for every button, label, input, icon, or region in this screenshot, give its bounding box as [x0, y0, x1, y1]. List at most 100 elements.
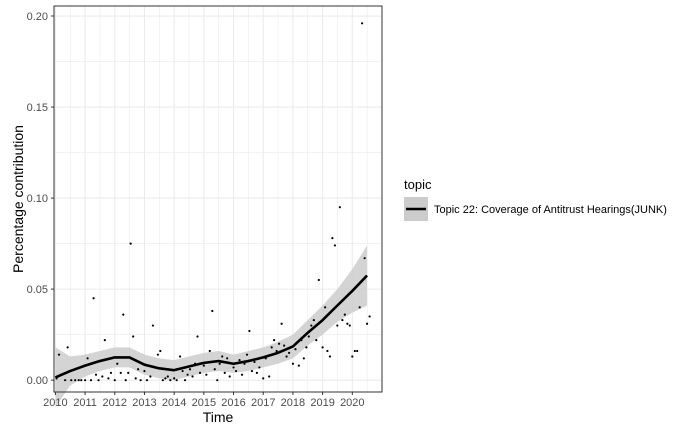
y-tick-label: 0.15	[27, 102, 48, 114]
data-point	[149, 375, 152, 378]
x-tick-label: 2019	[310, 397, 334, 409]
data-point	[331, 237, 334, 240]
data-point	[346, 322, 349, 325]
data-point	[109, 371, 113, 374]
y-axis: 0.00 0.05 0.10 0.15 0.20	[27, 11, 54, 387]
data-point	[328, 355, 332, 358]
data-point	[297, 364, 300, 367]
legend: topic Topic 22: Coverage of Antitrust He…	[404, 177, 667, 221]
data-point	[89, 379, 93, 382]
x-tick-label: 2010	[43, 397, 67, 409]
data-point	[211, 309, 214, 313]
data-point	[356, 349, 359, 353]
data-point	[139, 379, 142, 382]
data-point	[127, 371, 130, 374]
data-point	[221, 355, 224, 358]
y-axis-title: Percentage contribution	[10, 125, 26, 273]
x-tick-label: 2016	[221, 397, 245, 409]
data-point	[169, 379, 172, 382]
data-point	[119, 371, 122, 374]
data-point	[283, 344, 286, 347]
y-tick-label: 0.00	[27, 375, 48, 387]
data-point	[291, 362, 295, 365]
data-point	[92, 297, 95, 300]
data-point	[351, 355, 354, 358]
smooth-line	[54, 274, 369, 379]
data-point	[218, 362, 221, 365]
data-point	[223, 371, 226, 374]
data-point	[74, 379, 77, 382]
data-point	[232, 366, 235, 369]
data-point	[216, 379, 219, 382]
data-point	[188, 368, 192, 371]
data-point	[321, 346, 324, 349]
data-point	[294, 348, 297, 351]
data-point	[253, 360, 256, 364]
data-point	[205, 373, 208, 376]
data-point	[101, 375, 104, 378]
data-point	[191, 375, 194, 378]
x-tick-label: 2014	[162, 397, 186, 409]
data-point	[213, 368, 216, 371]
data-point	[258, 366, 261, 369]
data-point	[317, 278, 320, 282]
data-point	[161, 379, 164, 382]
confidence-band-layer	[55, 245, 368, 408]
data-point	[86, 357, 89, 360]
data-point	[196, 335, 199, 338]
data-point	[57, 353, 61, 356]
panel-border	[53, 5, 383, 393]
data-point	[333, 244, 336, 247]
smooth-line-layer	[54, 274, 369, 379]
data-point	[202, 364, 205, 367]
data-point	[243, 362, 246, 365]
data-point	[143, 369, 146, 373]
data-point	[326, 349, 329, 353]
y-tick-label: 0.10	[27, 193, 48, 205]
data-point	[113, 379, 116, 382]
data-point	[145, 379, 149, 382]
x-tick-label: 2020	[340, 397, 364, 409]
data-point	[228, 375, 231, 378]
data-point	[181, 369, 184, 373]
legend-title: topic	[404, 177, 432, 192]
data-point	[175, 379, 178, 382]
x-tick-label: 2013	[132, 397, 156, 409]
data-point	[151, 324, 155, 327]
confidence-band	[55, 245, 368, 408]
data-point	[137, 368, 140, 371]
data-point	[77, 379, 80, 382]
grid	[54, 6, 382, 392]
data-point	[248, 329, 251, 333]
x-tick-label: 2018	[281, 397, 305, 409]
data-point	[124, 379, 127, 382]
data-point	[64, 379, 67, 382]
x-tick-label: 2017	[251, 397, 275, 409]
data-point	[250, 369, 254, 373]
data-point	[365, 322, 369, 325]
data-point	[156, 353, 159, 356]
x-tick-label: 2012	[103, 397, 127, 409]
x-axis-title: Time	[203, 409, 234, 425]
data-point	[83, 379, 87, 382]
data-point	[310, 324, 313, 327]
data-point	[240, 373, 244, 376]
data-point	[66, 346, 69, 349]
data-point	[302, 357, 305, 360]
data-point	[166, 375, 169, 378]
data-point	[132, 335, 135, 338]
data-point	[307, 335, 310, 338]
data-point	[208, 349, 211, 353]
data-point	[238, 359, 241, 362]
data-point	[275, 349, 278, 353]
data-point	[116, 362, 119, 365]
data-point	[173, 377, 176, 380]
data-point	[353, 349, 356, 353]
data-point	[262, 377, 265, 380]
data-point	[178, 355, 182, 358]
data-point	[186, 373, 189, 376]
data-point	[305, 346, 308, 349]
data-point	[368, 315, 371, 318]
data-point	[315, 339, 318, 342]
data-point	[312, 318, 315, 322]
